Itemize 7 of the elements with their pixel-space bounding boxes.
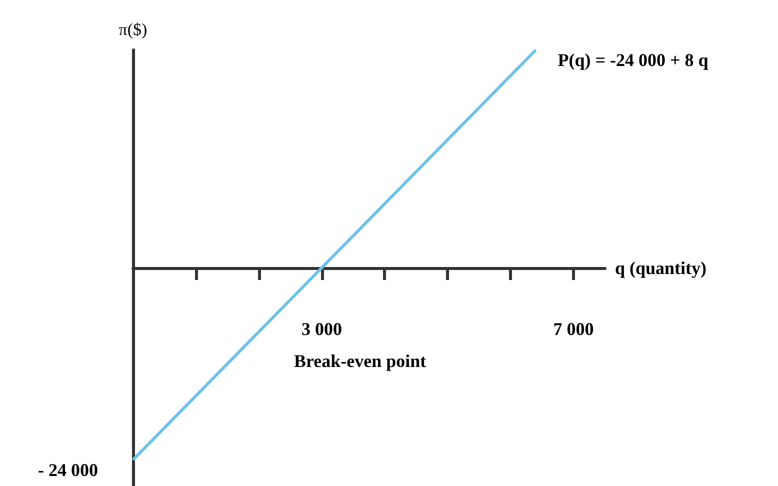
annotation: Break-even point [294,351,426,371]
x-tick-label: 3 000 [302,319,342,339]
annotation: - 24 000 [38,460,98,480]
x-tick-label: 7 000 [553,319,594,339]
x-axis-title: q (quantity) [615,258,707,278]
y-axis-title: π($) [118,20,148,39]
annotation: P(q) = -24 000 + 8 q [558,50,708,70]
